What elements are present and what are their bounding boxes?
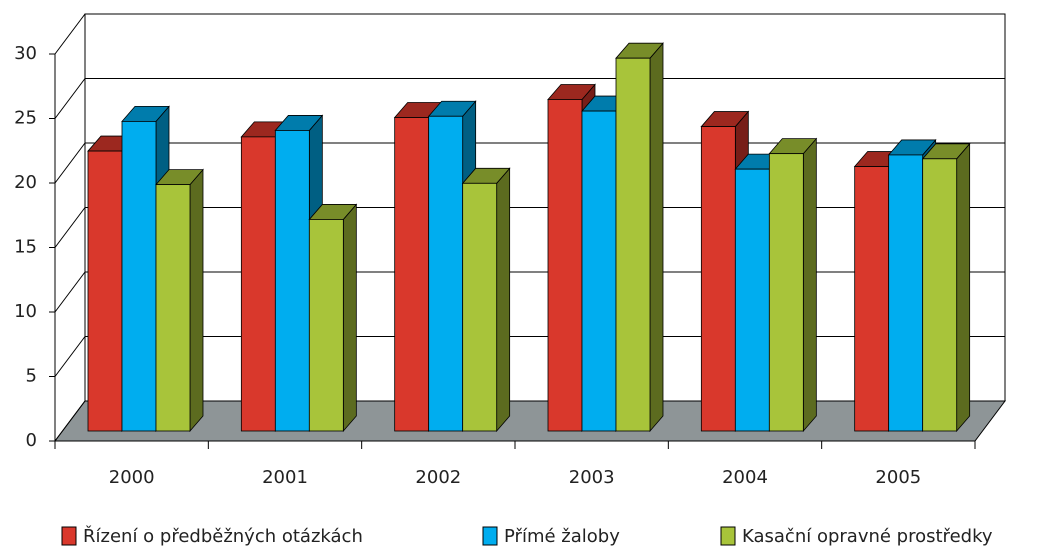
x-tick-label: 2004 bbox=[722, 467, 768, 488]
bar bbox=[922, 158, 958, 432]
bar bbox=[734, 168, 770, 432]
legend-swatch bbox=[720, 526, 736, 546]
bar bbox=[274, 130, 310, 432]
bar-side bbox=[956, 142, 971, 433]
legend-swatch bbox=[482, 526, 498, 546]
bar-side bbox=[189, 168, 204, 433]
bar bbox=[700, 126, 736, 432]
grid-line bbox=[54, 400, 86, 442]
bar bbox=[615, 57, 651, 432]
y-tick-label: 20 bbox=[14, 172, 37, 193]
grid-line bbox=[54, 13, 86, 55]
y-tick-label: 10 bbox=[14, 301, 37, 322]
bar-side bbox=[342, 203, 357, 433]
grid-line bbox=[54, 78, 86, 119]
bar bbox=[428, 115, 464, 432]
legend-label: Řízení o předběžných otázkách bbox=[83, 525, 363, 547]
legend-swatch bbox=[61, 526, 77, 546]
grid-line bbox=[54, 336, 86, 377]
legend-label: Přímé žaloby bbox=[504, 526, 620, 547]
bar bbox=[581, 110, 617, 432]
y-tick-label: 30 bbox=[14, 43, 37, 64]
grid-line bbox=[54, 271, 86, 313]
grid-line bbox=[54, 142, 86, 184]
bar bbox=[854, 166, 890, 432]
bar bbox=[155, 184, 191, 432]
y-tick-label: 15 bbox=[14, 237, 37, 258]
y-tick-label: 0 bbox=[26, 430, 37, 451]
bar-side bbox=[802, 137, 817, 433]
grid-line bbox=[54, 207, 86, 248]
legend-label: Kasační opravné prostředky bbox=[742, 526, 993, 547]
x-tick-label: 2002 bbox=[415, 467, 461, 488]
bar bbox=[87, 150, 123, 432]
bar bbox=[888, 154, 924, 432]
x-tick-label: 2001 bbox=[262, 467, 308, 488]
y-tick-label: 5 bbox=[26, 366, 37, 387]
bar bbox=[121, 121, 157, 432]
bar-side bbox=[649, 42, 664, 433]
bar bbox=[394, 117, 430, 432]
x-tick-label: 2003 bbox=[569, 467, 615, 488]
bar bbox=[308, 219, 344, 432]
bar bbox=[547, 99, 583, 432]
y-tick-label: 25 bbox=[14, 108, 37, 129]
bar bbox=[240, 136, 276, 432]
bar-side bbox=[496, 167, 511, 433]
x-tick-label: 2005 bbox=[875, 467, 921, 488]
bar bbox=[768, 153, 804, 432]
bar bbox=[462, 182, 498, 432]
x-tick-label: 2000 bbox=[109, 467, 155, 488]
